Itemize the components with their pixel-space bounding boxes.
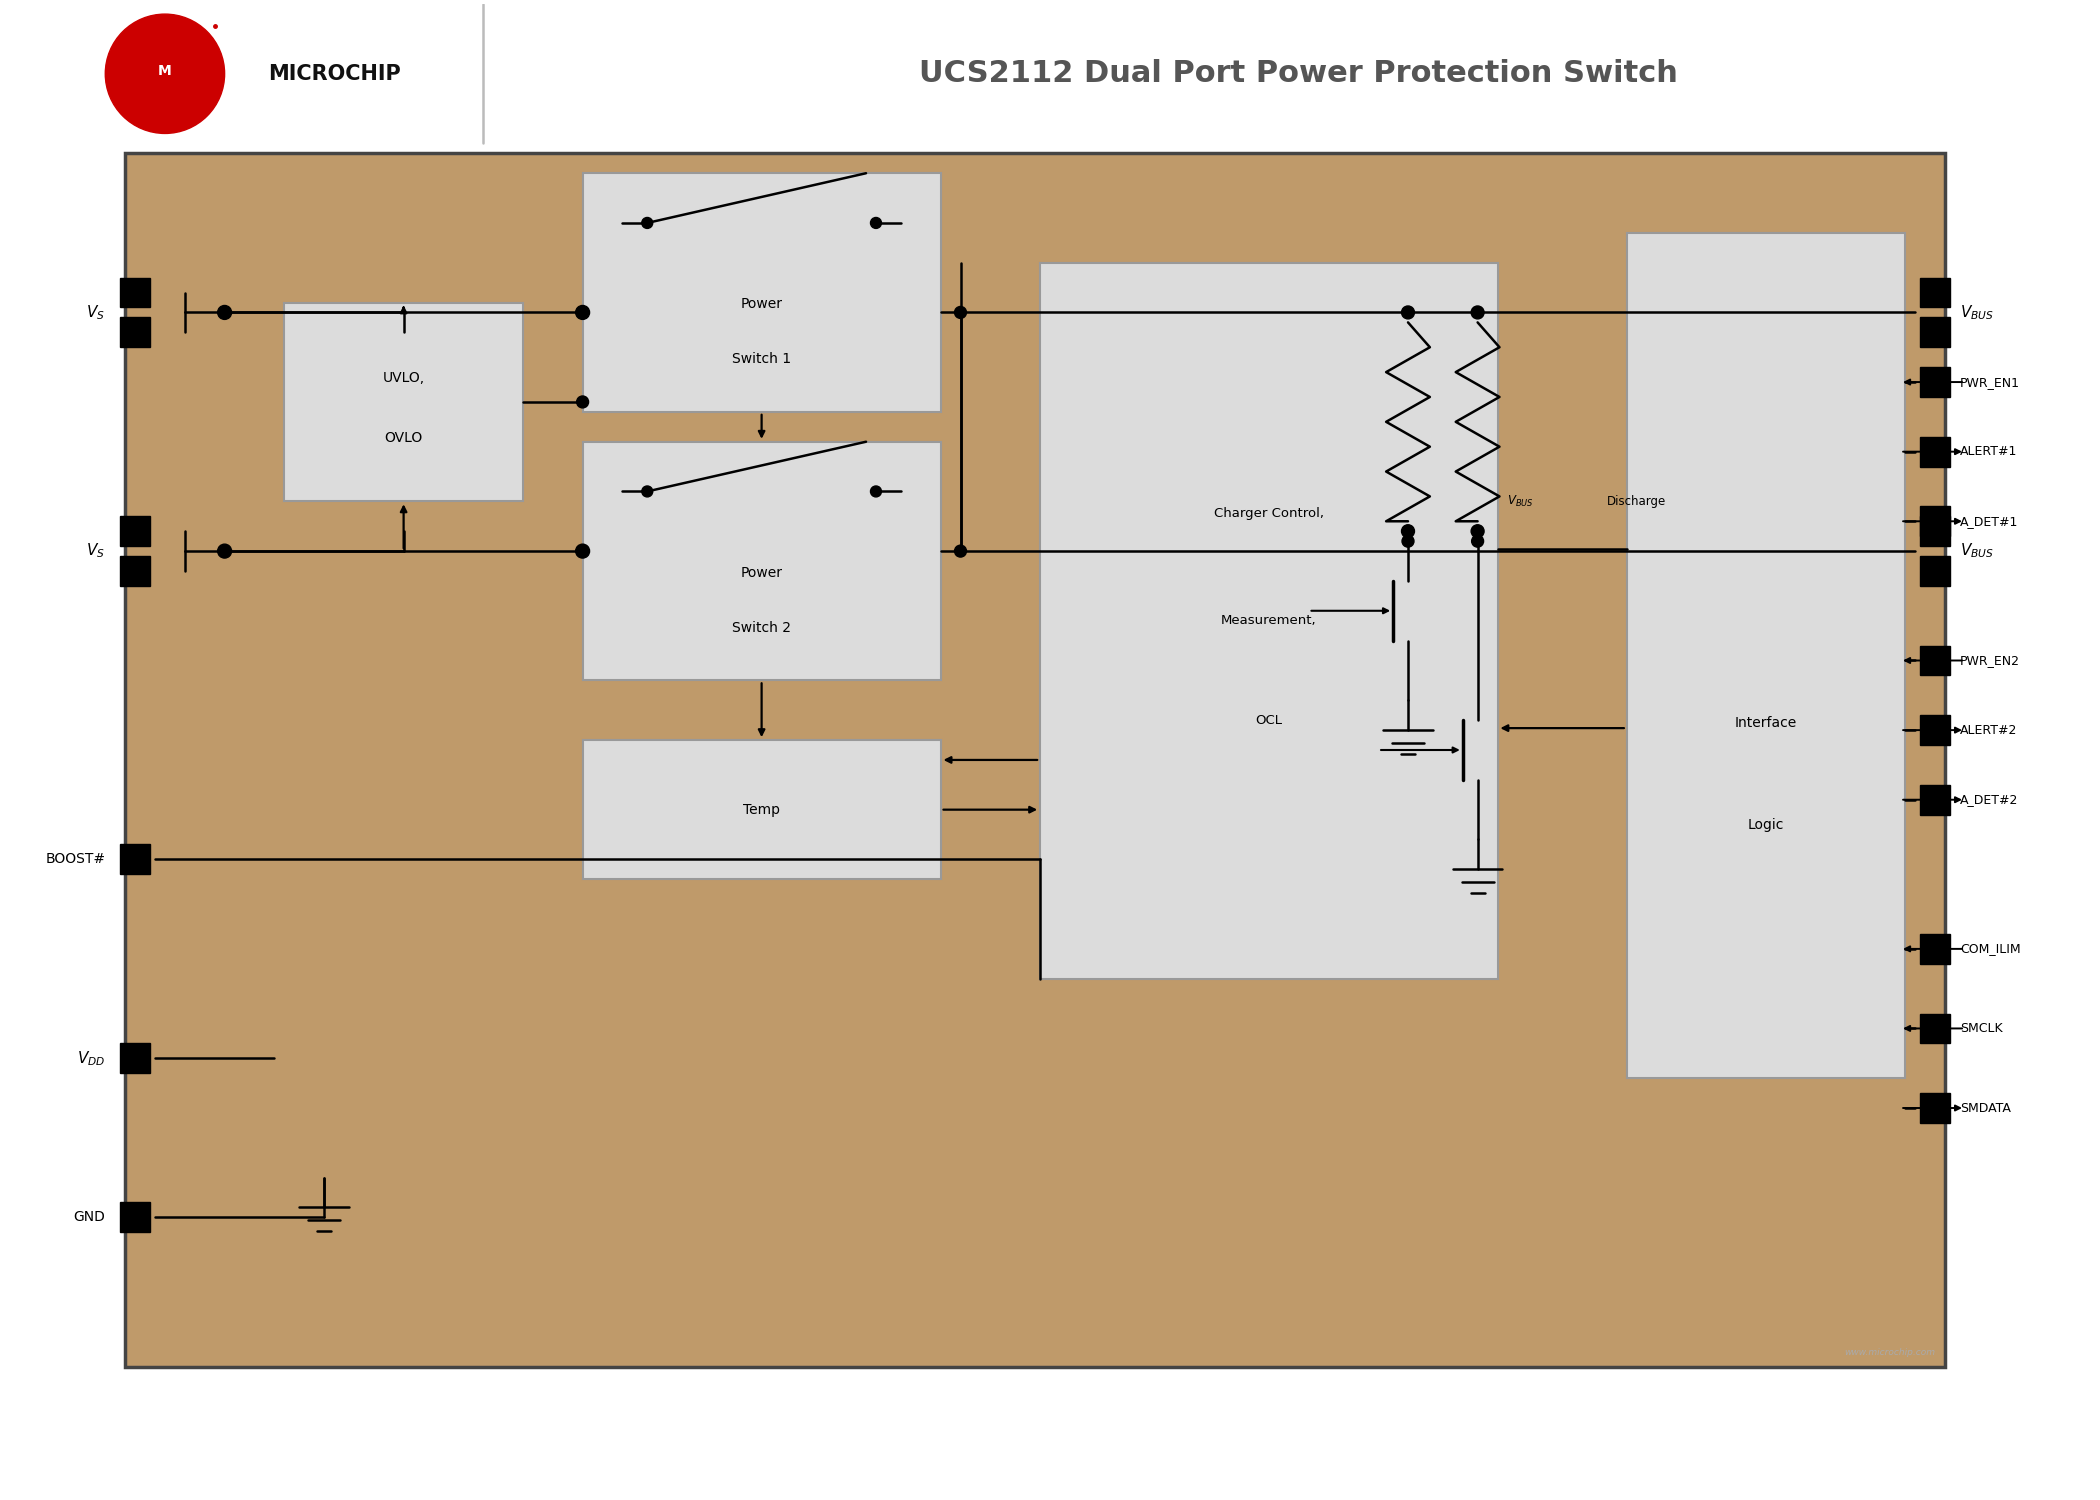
Bar: [1919, 556, 1951, 586]
Circle shape: [1401, 306, 1415, 320]
Text: $V_{BUS}$: $V_{BUS}$: [1959, 303, 1993, 322]
Circle shape: [218, 544, 231, 558]
Text: Measurement,: Measurement,: [1220, 614, 1317, 627]
Text: GND: GND: [74, 1210, 105, 1224]
Circle shape: [872, 486, 882, 496]
Bar: [120, 278, 149, 308]
Text: $V_{DD}$: $V_{DD}$: [78, 1048, 105, 1068]
Bar: [120, 556, 149, 586]
Bar: [1919, 436, 1951, 466]
Bar: [1919, 1094, 1951, 1124]
Bar: [120, 1203, 149, 1233]
Circle shape: [643, 217, 653, 228]
Text: COM_ILIM: COM_ILIM: [1959, 942, 2020, 956]
Text: Discharge: Discharge: [1606, 495, 1665, 508]
Bar: [1919, 716, 1951, 746]
Text: www.microchip.com: www.microchip.com: [1844, 1347, 1934, 1356]
Bar: [582, 740, 941, 879]
Text: Temp: Temp: [743, 802, 779, 816]
Text: $V_{BUS}$: $V_{BUS}$: [1508, 494, 1535, 508]
Text: UVLO,: UVLO,: [382, 370, 424, 386]
Text: ALERT#1: ALERT#1: [1959, 446, 2018, 458]
Circle shape: [105, 13, 225, 134]
Text: SMCLK: SMCLK: [1959, 1022, 2003, 1035]
Text: OCL: OCL: [1256, 714, 1283, 728]
Text: BOOST#: BOOST#: [46, 852, 105, 867]
Text: ALERT#2: ALERT#2: [1959, 723, 2018, 736]
Bar: [1919, 318, 1951, 348]
Circle shape: [643, 486, 653, 496]
Bar: [1919, 934, 1951, 964]
Bar: [1919, 516, 1951, 546]
Circle shape: [1472, 536, 1483, 548]
Text: Logic: Logic: [1747, 818, 1785, 831]
Text: Switch 2: Switch 2: [733, 621, 792, 634]
Bar: [1919, 278, 1951, 308]
Bar: [284, 303, 523, 501]
Text: M: M: [158, 64, 172, 78]
Bar: [582, 172, 941, 413]
Circle shape: [956, 306, 966, 318]
Circle shape: [1472, 306, 1485, 320]
Text: MICROCHIP: MICROCHIP: [267, 64, 401, 84]
Circle shape: [1401, 525, 1415, 537]
Text: $V_S$: $V_S$: [86, 542, 105, 561]
Circle shape: [218, 306, 231, 320]
Text: $V_{BUS}$: $V_{BUS}$: [1959, 542, 1993, 561]
Bar: [120, 516, 149, 546]
Text: Charger Control,: Charger Control,: [1214, 507, 1323, 520]
Text: Interface: Interface: [1735, 716, 1798, 730]
Text: Power: Power: [741, 566, 783, 580]
Text: UCS2112 Dual Port Power Protection Switch: UCS2112 Dual Port Power Protection Switc…: [920, 60, 1678, 88]
Text: PWR_EN2: PWR_EN2: [1959, 654, 2020, 668]
Text: SMDATA: SMDATA: [1959, 1101, 2012, 1114]
Circle shape: [575, 544, 590, 558]
Circle shape: [578, 396, 588, 408]
Bar: [582, 441, 941, 681]
Bar: [1919, 784, 1951, 814]
Bar: [126, 153, 1945, 1366]
Bar: [1919, 507, 1951, 536]
Text: A_DET#1: A_DET#1: [1959, 514, 2018, 528]
Bar: [1628, 232, 1905, 1078]
Bar: [1919, 645, 1951, 675]
Circle shape: [1403, 536, 1413, 548]
Text: A_DET#2: A_DET#2: [1959, 794, 2018, 806]
Text: Switch 1: Switch 1: [733, 352, 792, 366]
Bar: [120, 844, 149, 874]
Circle shape: [575, 306, 590, 320]
Text: OVLO: OVLO: [384, 430, 422, 444]
Text: Power: Power: [741, 297, 783, 312]
Circle shape: [956, 544, 966, 556]
Circle shape: [1472, 525, 1485, 537]
Bar: [120, 318, 149, 348]
Bar: [1919, 1014, 1951, 1044]
Bar: [1040, 262, 1497, 978]
Text: $V_S$: $V_S$: [86, 303, 105, 322]
Text: PWR_EN1: PWR_EN1: [1959, 375, 2020, 388]
Bar: [120, 1044, 149, 1072]
Circle shape: [872, 217, 882, 228]
Bar: [1919, 368, 1951, 398]
